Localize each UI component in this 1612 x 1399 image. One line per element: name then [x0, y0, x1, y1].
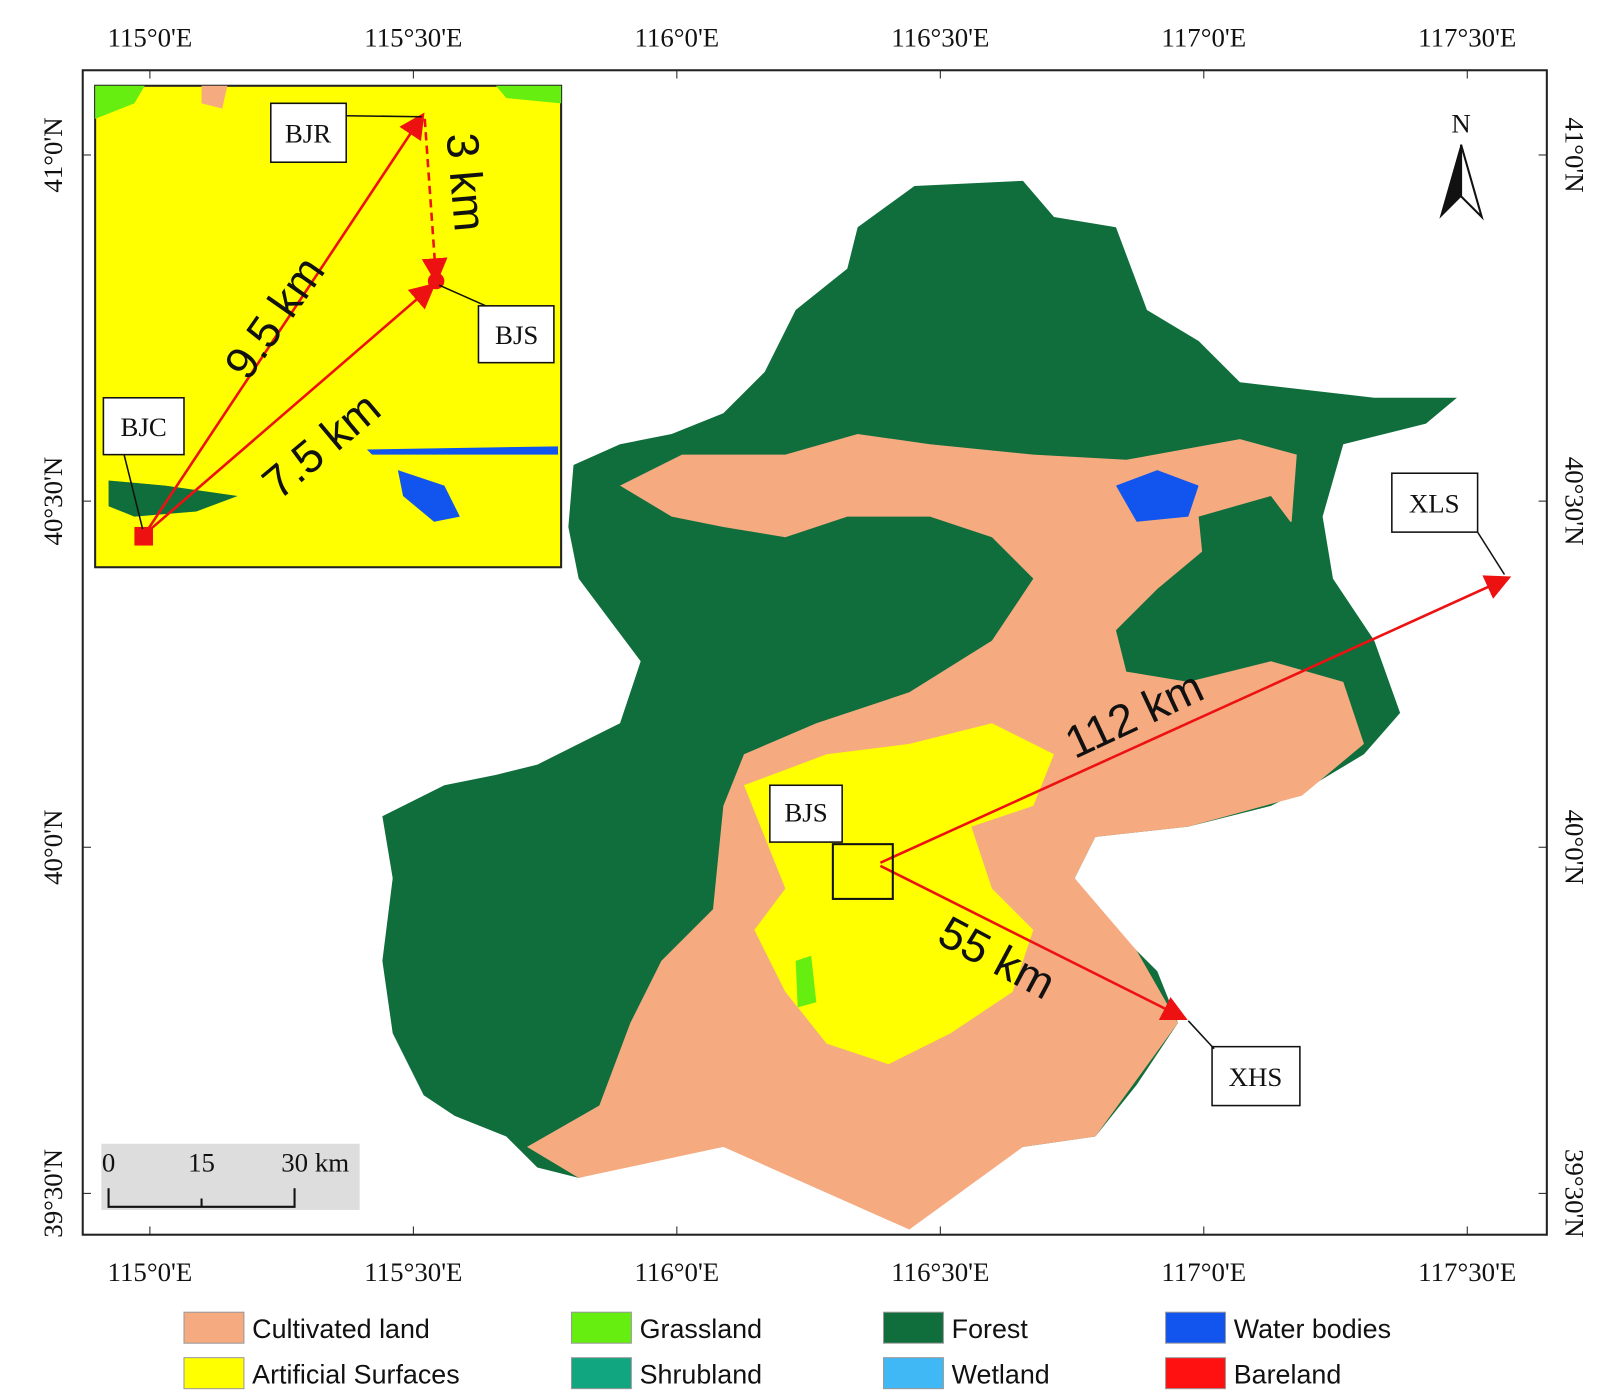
legend-swatch	[183, 1311, 245, 1344]
legend-label: Water bodies	[1234, 1314, 1391, 1344]
lon-label: 117°30'E	[1418, 1257, 1516, 1287]
label-box	[1391, 472, 1479, 533]
legend-swatch	[1165, 1311, 1227, 1344]
lon-label: 116°30'E	[891, 1257, 989, 1287]
lon-label: 115°0'E	[108, 22, 193, 52]
lon-label: 115°30'E	[364, 22, 462, 52]
lat-label: 39°30'N	[38, 1149, 68, 1238]
inset-arrows	[143, 112, 448, 536]
inset-extent	[831, 843, 894, 900]
lon-label: 117°0'E	[1161, 22, 1246, 52]
station-label: BJS	[784, 797, 827, 827]
lat-label: 40°0'N	[1559, 810, 1589, 885]
lat-label: 41°0'N	[1559, 117, 1589, 192]
legend-label: Artificial Surfaces	[252, 1360, 459, 1390]
lon-label: 115°30'E	[364, 1257, 462, 1287]
scale-label: 0	[102, 1148, 115, 1178]
legend-label: Cultivated land	[252, 1314, 430, 1344]
north-arrow	[1460, 144, 1484, 221]
lon-label: 116°0'E	[634, 22, 719, 52]
lat-label: 41°0'N	[38, 117, 68, 192]
station-label: XHS	[1229, 1062, 1283, 1092]
label-box	[102, 397, 185, 456]
bjc-marker	[134, 526, 153, 546]
legend: Cultivated land Artificial Surfaces Grassl…	[183, 1311, 1391, 1390]
legend-label: Shrubland	[640, 1360, 762, 1390]
distance-label: 3 km	[436, 131, 495, 234]
legend-swatch	[882, 1357, 944, 1390]
label-box	[477, 305, 555, 364]
lat-label: 39°30'N	[1559, 1149, 1589, 1238]
legend-swatch	[570, 1357, 632, 1390]
scale-label: 30 km	[281, 1148, 349, 1178]
leaders	[123, 114, 487, 530]
lat-label: 40°30'N	[1559, 457, 1589, 546]
station-label: BJS	[495, 320, 538, 350]
graticule: 115°0'E 115°0'E 115°30'E 115°30'E 116°0'E 116…	[38, 22, 1589, 1287]
lat-label: 40°30'N	[38, 457, 68, 546]
lon-label: 115°0'E	[108, 1257, 193, 1287]
scale-label: 15	[188, 1148, 215, 1178]
lon-label: 116°0'E	[634, 1257, 719, 1287]
lat-label: 40°0'N	[38, 810, 68, 885]
label-box	[769, 784, 843, 843]
label-box	[1211, 1045, 1301, 1107]
legend-swatch	[882, 1311, 944, 1344]
legend-swatch	[183, 1357, 245, 1390]
station-label: BJC	[121, 412, 167, 442]
station-label: BJR	[285, 119, 331, 149]
station-label: XLS	[1409, 488, 1460, 518]
legend-label: Wetland	[952, 1360, 1050, 1390]
label-box	[270, 102, 347, 163]
legend-swatch	[570, 1311, 632, 1344]
main-arrows	[879, 575, 1512, 1021]
lon-label: 117°0'E	[1161, 1257, 1246, 1287]
lon-label: 117°30'E	[1418, 22, 1516, 52]
legend-swatch	[1165, 1357, 1227, 1390]
leaders	[1187, 531, 1506, 1050]
scale-bar-bg	[101, 1143, 360, 1210]
legend-label: Grassland	[640, 1314, 762, 1344]
land-cover	[382, 180, 1457, 1230]
legend-label: Bareland	[1234, 1360, 1342, 1390]
legend-label: Forest	[952, 1314, 1029, 1344]
lon-label: 116°30'E	[891, 22, 989, 52]
north-label: N	[1451, 108, 1470, 138]
scale-bar	[107, 1188, 296, 1208]
